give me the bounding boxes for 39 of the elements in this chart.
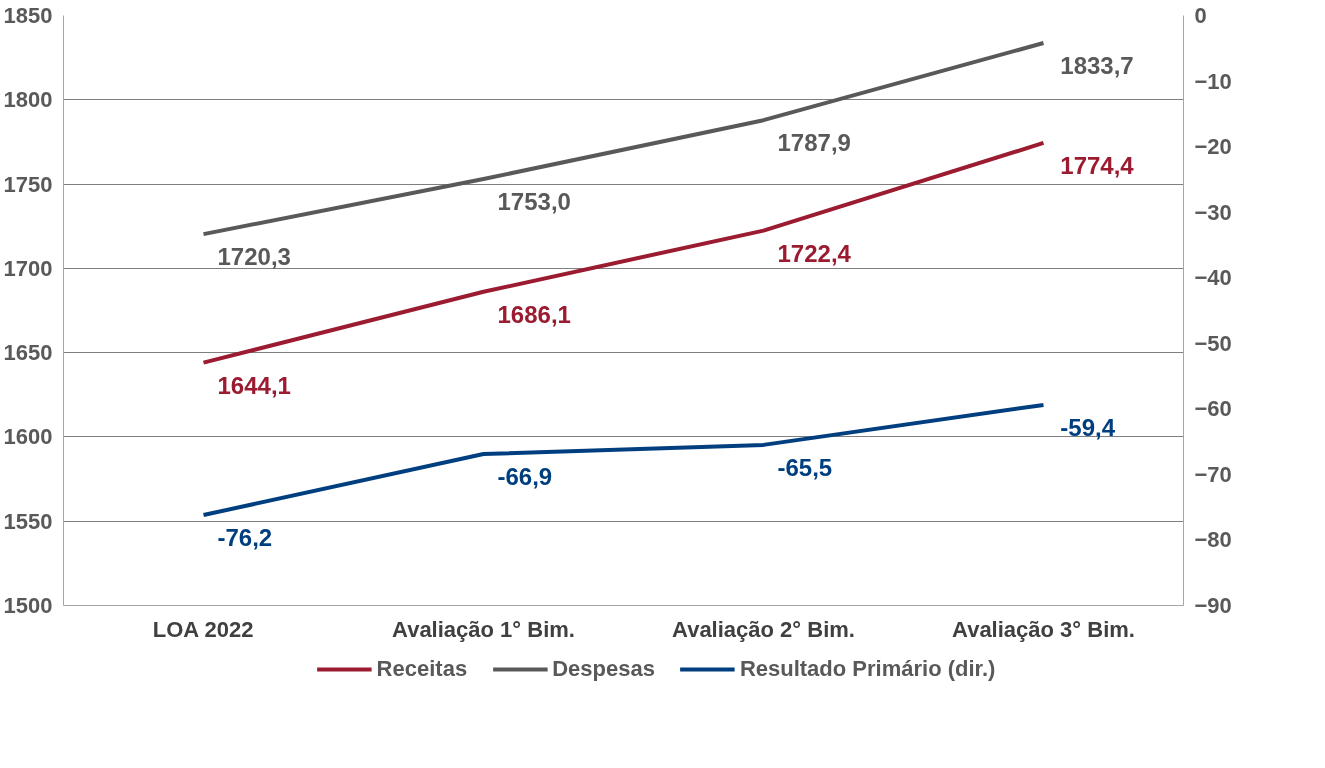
y-tick-label: 1550 (3, 508, 53, 534)
data-label: 1720,3 (217, 243, 291, 271)
y2-tick-label: −90 (1194, 593, 1232, 618)
data-label: 1722,4 (777, 239, 852, 267)
data-label: 1753,0 (497, 188, 571, 216)
data-label: -76,2 (217, 524, 273, 552)
data-label: 1644,1 (217, 371, 291, 399)
y-tick-label: 1700 (3, 255, 53, 281)
legend-label: Receitas (376, 656, 468, 682)
y2-tick-label: −50 (1194, 330, 1232, 356)
y2-tick-label: −40 (1194, 265, 1232, 291)
data-label: -66,9 (497, 463, 553, 491)
y2-tick-label: −10 (1194, 68, 1232, 94)
x-tick-label: Avaliação 2° Bim. (672, 616, 855, 642)
y2-tick-label: −70 (1194, 461, 1232, 487)
y-tick-label: 1500 (3, 593, 53, 618)
y2-tick-label: −30 (1194, 199, 1232, 225)
data-label: 1833,7 (1060, 51, 1134, 79)
y2-tick-label: −80 (1194, 527, 1232, 553)
y2-tick-label: −60 (1194, 396, 1232, 422)
line-series (201, 402, 1046, 518)
data-label: 1774,4 (1060, 151, 1135, 179)
x-tick-label: Avaliação 3° Bim. (952, 616, 1135, 642)
x-tick-label: Avaliação 1° Bim. (392, 616, 575, 642)
line-series (201, 40, 1046, 237)
y2-tick-label: −20 (1194, 134, 1232, 160)
y-tick-label: 1850 (3, 3, 53, 28)
data-label: -65,5 (777, 453, 833, 481)
y-tick-label: 1600 (3, 424, 53, 450)
legend-label: Despesas (552, 656, 655, 682)
data-label: 1686,1 (497, 300, 571, 328)
y-tick-label: 1750 (3, 171, 53, 197)
legend-label: Resultado Primário (dir.) (739, 656, 996, 682)
data-label: -59,4 (1060, 413, 1116, 441)
x-tick-label: LOA 2022 (152, 616, 254, 642)
y2-tick-label: 0 (1194, 3, 1207, 28)
data-label: 1787,9 (777, 129, 851, 157)
y-tick-label: 1650 (3, 340, 53, 366)
y-tick-label: 1800 (3, 87, 53, 113)
